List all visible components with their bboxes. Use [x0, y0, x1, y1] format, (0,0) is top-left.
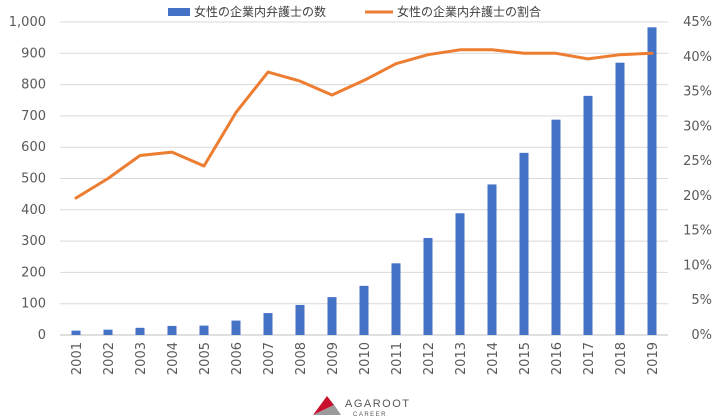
x-tick-label: 2001 [70, 342, 85, 375]
y-left-tick-label: 600 [21, 140, 46, 155]
x-tick-label: 2012 [422, 342, 437, 375]
y-right-tick-label: 25% [683, 154, 712, 169]
bar [327, 297, 337, 335]
y-left-tick-label: 200 [21, 265, 46, 280]
x-tick-label: 2004 [166, 342, 181, 375]
y-right-tick-label: 0% [691, 328, 712, 343]
y-right-tick-label: 5% [691, 293, 712, 308]
bar [295, 304, 305, 335]
x-tick-label: 2006 [230, 342, 245, 375]
x-tick-label: 2018 [614, 342, 629, 375]
y-right-tick-label: 10% [683, 258, 712, 273]
x-tick-label: 2019 [646, 342, 661, 375]
bar [391, 263, 401, 335]
y-left-tick-label: 300 [21, 234, 46, 249]
x-tick-label: 2002 [102, 342, 117, 375]
legend-label-bar: 女性の企業内弁護士の数 [194, 4, 326, 19]
x-tick-label: 2015 [518, 342, 533, 375]
x-tick-label: 2003 [134, 342, 149, 375]
bar [455, 213, 465, 335]
y-left-tick-label: 700 [21, 109, 46, 124]
line-series [74, 48, 654, 200]
bar [615, 62, 625, 335]
y-left-tick-label: 500 [21, 172, 46, 187]
logo: AGAROOT CAREER [313, 396, 411, 418]
x-tick-label: 2010 [358, 342, 373, 375]
bar [199, 325, 209, 335]
y-left-tick-label: 1,000 [9, 15, 46, 30]
y-left-tick-label: 900 [21, 46, 46, 61]
legend-label-line: 女性の企業内弁護士の割合 [397, 4, 541, 19]
logo-name: AGAROOT [345, 398, 411, 410]
legend-swatch-bar [168, 8, 190, 16]
logo-mark-light [313, 405, 341, 415]
y-right-tick-label: 30% [683, 119, 712, 134]
y-left-tick-label: 100 [21, 297, 46, 312]
bar [263, 313, 273, 335]
bar [103, 329, 113, 335]
y-right-tick-label: 20% [683, 189, 712, 204]
bar [71, 330, 81, 335]
y-left-tick-label: 0 [38, 328, 46, 343]
bar [487, 184, 497, 335]
bar [359, 285, 369, 335]
bar [167, 325, 177, 335]
legend: 女性の企業内弁護士の数 女性の企業内弁護士の割合 [168, 4, 541, 19]
x-tick-label: 2007 [262, 342, 277, 375]
bar [647, 27, 657, 336]
bar [135, 327, 145, 335]
bar [231, 320, 241, 335]
x-tick-label: 2005 [198, 342, 213, 375]
bar [423, 237, 433, 335]
x-tick-label: 2008 [294, 342, 309, 375]
y-right-tick-label: 45% [683, 15, 712, 30]
x-tick-label: 2014 [486, 342, 501, 375]
logo-sub: CAREER [353, 412, 387, 418]
x-tick-label: 2009 [326, 342, 341, 375]
bar [519, 152, 529, 335]
bar [583, 95, 593, 335]
y-left-tick-label: 400 [21, 203, 46, 218]
y-right-tick-label: 35% [683, 85, 712, 100]
x-tick-label: 2011 [390, 342, 405, 375]
logo-mark-red [313, 396, 334, 415]
y-right-tick-label: 15% [683, 224, 712, 239]
y-right-tick-label: 40% [683, 50, 712, 65]
bar [551, 119, 561, 335]
x-tick-label: 2016 [550, 342, 565, 375]
y-left-tick-label: 800 [21, 78, 46, 93]
x-tick-label: 2013 [454, 342, 469, 375]
x-tick-label: 2017 [582, 342, 597, 375]
